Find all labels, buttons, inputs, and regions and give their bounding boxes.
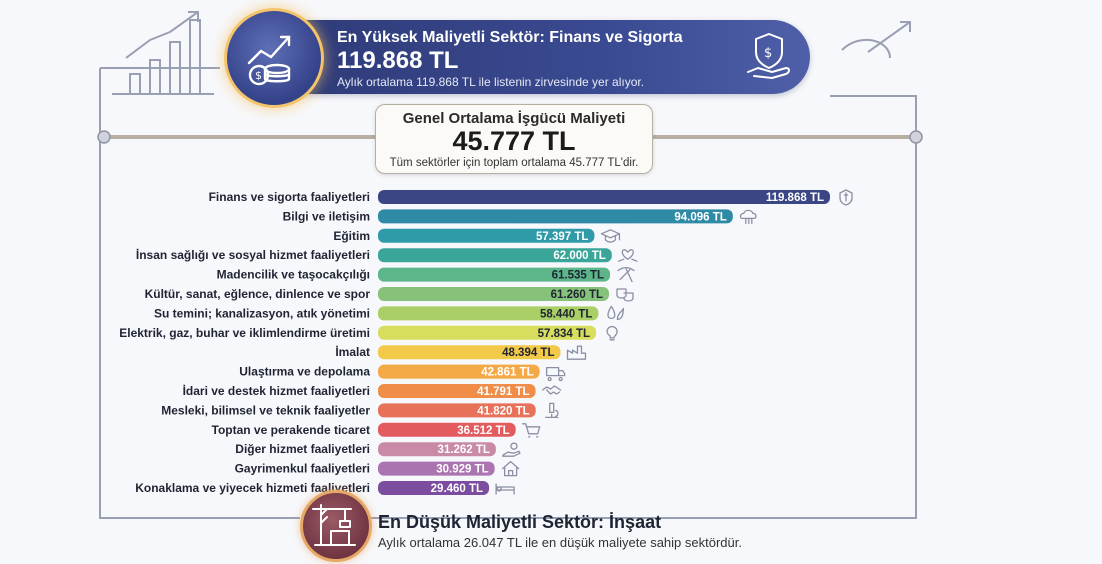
lightbulb-leaf-icon (606, 325, 618, 341)
svg-text:$: $ (255, 69, 262, 82)
category-label: Konaklama ve yiyecek hizmeti faaliyetler… (135, 481, 370, 495)
bar (378, 422, 516, 437)
bar (378, 403, 536, 418)
category-label: Diğer hizmet faaliyetleri (235, 442, 370, 456)
category-label: Ulaştırma ve depolama (239, 365, 370, 379)
shield-dollar-icon (839, 189, 853, 206)
lowest-sector-title: En Düşük Maliyetli Sektör: İnşaat (378, 512, 662, 532)
bed-icon (495, 483, 515, 495)
bar (378, 384, 536, 398)
category-label: Finans ve sigorta faaliyetleri (209, 190, 370, 204)
value-label: 36.512 TL (457, 425, 509, 437)
average-cost-box: Genel Ortalama İşgücü Maliyeti 45.777 TL… (375, 104, 653, 174)
value-label: 61.535 TL (552, 270, 604, 282)
house-icon (501, 460, 520, 477)
category-label: Su temini; kanalizasyon, atık yönetimi (154, 306, 370, 320)
category-label: İdari ve destek hizmet faaliyetleri (183, 383, 370, 398)
value-label: 41.820 TL (477, 405, 529, 417)
arrow-decoration-icon (841, 21, 911, 59)
highest-sector-banner (290, 20, 810, 94)
value-label: 61.260 TL (551, 289, 603, 301)
heart-hands-icon (618, 249, 638, 262)
bar (378, 306, 599, 321)
shopping-cart-icon (522, 423, 541, 438)
bar (378, 248, 612, 263)
bar (378, 267, 611, 282)
highest-sector-value: 119.868 TL (337, 47, 459, 74)
graduation-cap-icon (600, 229, 621, 243)
category-label: Gayrimenkul faaliyetleri (235, 462, 370, 476)
truck-icon (545, 366, 566, 382)
category-label: İmalat (335, 344, 370, 359)
lowest-sector-badge (300, 490, 372, 562)
hand-coins-icon (502, 442, 521, 457)
bar (378, 209, 733, 224)
category-label: İnsan sağlığı ve sosyal hizmet faaliyetl… (136, 247, 370, 262)
value-label: 42.861 TL (481, 367, 533, 379)
value-label: 48.394 TL (502, 347, 554, 359)
category-label: Mesleki, bilimsel ve teknik faaliyetler (161, 403, 370, 417)
category-label: Elektrik, gaz, buhar ve iklimlendirme ür… (119, 326, 370, 340)
value-label: 57.834 TL (538, 328, 590, 340)
value-label: 29.460 TL (431, 483, 483, 495)
average-cost-subtitle: Tüm sektörler için toplam ortalama 45.77… (389, 157, 639, 169)
bar (378, 481, 490, 495)
highest-sector-subtitle: Aylık ortalama 119.868 TL ile listenin z… (337, 75, 645, 89)
svg-text:$: $ (764, 46, 772, 61)
category-label: Toptan ve perakende ticaret (212, 423, 371, 437)
lowest-sector-subtitle: Aylık ortalama 26.047 TL ile en düşük ma… (378, 535, 742, 550)
value-label: 94.096 TL (674, 211, 726, 223)
value-label: 119.868 TL (766, 192, 824, 204)
value-label: 57.397 TL (536, 231, 588, 243)
value-label: 58.440 TL (540, 308, 592, 320)
money-growth-icon: $ (247, 35, 291, 86)
value-label: 62.000 TL (553, 250, 605, 262)
bar (378, 442, 496, 457)
bar (378, 228, 595, 243)
category-label: Madencilik ve taşocakçılığı (217, 268, 370, 282)
bar (378, 461, 495, 476)
average-cost-title: Genel Ortalama İşgücü Maliyeti (402, 110, 626, 127)
bar (378, 364, 540, 379)
bar (378, 190, 830, 204)
crane-building-icon (312, 504, 356, 546)
bar (378, 287, 610, 301)
handshake-icon (541, 385, 562, 395)
highest-sector-title: En Yüksek Maliyetli Sektör: Finans ve Si… (337, 29, 683, 46)
bar (378, 325, 597, 340)
theater-masks-icon (616, 288, 634, 302)
cloud-network-icon (739, 209, 757, 225)
average-cost-value: 45.777 TL (452, 126, 576, 156)
highest-sector-badge: $ (224, 8, 324, 108)
water-leaf-icon (607, 305, 625, 321)
shield-dollar-hand-icon: $ (747, 33, 790, 79)
category-label: Eğitim (333, 229, 370, 243)
category-label: Kültür, sanat, eğlence, dinlence ve spor (145, 287, 371, 301)
factory-icon (566, 345, 587, 360)
value-label: 41.791 TL (477, 386, 529, 398)
value-label: 30.929 TL (436, 464, 488, 476)
category-label: Bilgi ve iletişim (283, 209, 370, 223)
microscope-icon (545, 402, 559, 419)
pickaxe-icon (617, 266, 635, 283)
value-label: 31.262 TL (437, 444, 489, 456)
bar (378, 345, 561, 360)
